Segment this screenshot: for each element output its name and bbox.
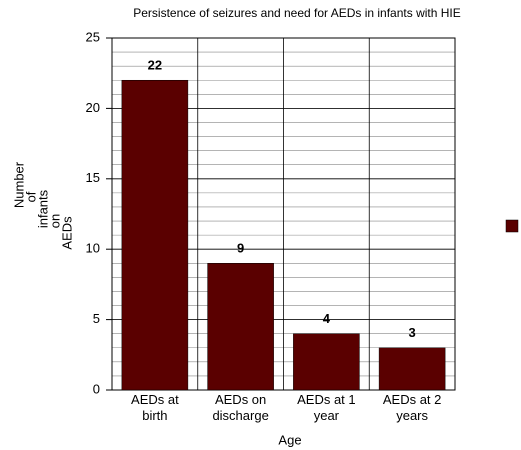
- value-label: 22: [148, 58, 162, 73]
- plot-frame: [111, 37, 456, 391]
- x-tick-label: AEDs at 1 year: [297, 392, 356, 423]
- y-tick-label: 25: [86, 29, 100, 44]
- x-axis-label: Age: [278, 432, 301, 447]
- legend-swatch: [505, 219, 519, 233]
- y-axis-label: AEDs: [59, 216, 74, 250]
- y-tick-label: 10: [86, 241, 100, 256]
- y-axis-label: of: [23, 191, 38, 202]
- y-axis-label: infants: [35, 189, 50, 228]
- y-axis-label: on: [47, 214, 62, 228]
- bar: [207, 263, 274, 391]
- chart-title: Persistence of seizures and need for AED…: [133, 6, 461, 20]
- x-tick-label: AEDs at birth: [131, 392, 179, 423]
- bar: [121, 79, 189, 391]
- y-tick-label: 0: [93, 381, 100, 396]
- value-label: 9: [237, 241, 244, 256]
- bar: [378, 347, 446, 391]
- y-axis-label: Number: [11, 161, 26, 208]
- value-label: 3: [409, 325, 416, 340]
- y-tick-label: 5: [93, 311, 100, 326]
- y-tick-label: 20: [86, 100, 100, 115]
- y-tick-label: 15: [86, 170, 100, 185]
- value-label: 4: [323, 311, 331, 326]
- x-tick-label: AEDs at 2 years: [383, 392, 442, 423]
- bar: [293, 333, 360, 391]
- x-tick-label: AEDs on discharge: [212, 392, 268, 423]
